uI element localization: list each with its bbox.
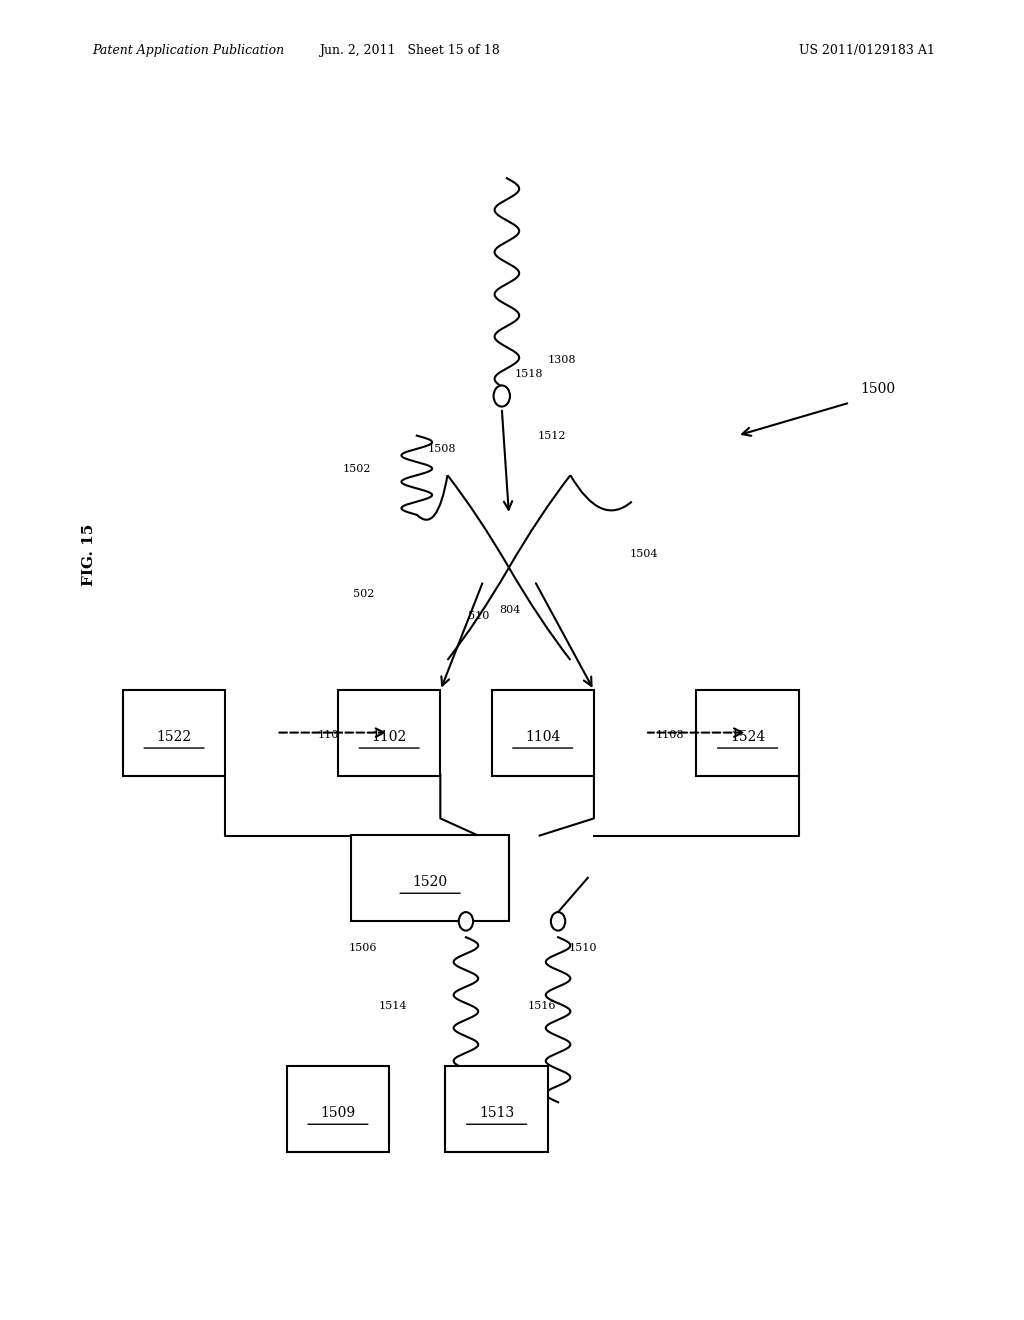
Text: 1506: 1506: [348, 942, 377, 953]
Text: 1308: 1308: [548, 355, 577, 366]
Text: 510: 510: [468, 611, 489, 622]
Bar: [492, 689, 594, 776]
Bar: [287, 1067, 389, 1151]
Text: 1500: 1500: [860, 383, 895, 396]
Bar: [445, 1067, 548, 1151]
Text: 1108: 1108: [655, 730, 684, 741]
Text: 1502: 1502: [343, 463, 372, 474]
Bar: [123, 689, 225, 776]
Text: 1524: 1524: [730, 730, 765, 744]
Text: 1508: 1508: [428, 444, 457, 454]
Text: US 2011/0129183 A1: US 2011/0129183 A1: [799, 44, 935, 57]
Text: 1522: 1522: [157, 730, 191, 744]
Text: 1106: 1106: [317, 730, 346, 741]
Text: Jun. 2, 2011   Sheet 15 of 18: Jun. 2, 2011 Sheet 15 of 18: [319, 44, 500, 57]
Bar: [350, 836, 509, 921]
Text: 1518: 1518: [515, 368, 544, 379]
Bar: [696, 689, 799, 776]
Text: 1104: 1104: [525, 730, 560, 744]
Circle shape: [551, 912, 565, 931]
Text: 1510: 1510: [568, 942, 597, 953]
Text: 502: 502: [353, 589, 375, 599]
Text: 1514: 1514: [379, 1001, 408, 1011]
Text: 1102: 1102: [372, 730, 407, 744]
Bar: [338, 689, 440, 776]
Circle shape: [494, 385, 510, 407]
Text: Patent Application Publication: Patent Application Publication: [92, 44, 285, 57]
Text: 1516: 1516: [527, 1001, 556, 1011]
Circle shape: [459, 912, 473, 931]
Text: 1509: 1509: [321, 1106, 355, 1121]
Text: 1512: 1512: [538, 430, 566, 441]
Text: 804: 804: [500, 605, 521, 615]
Text: 1504: 1504: [630, 549, 658, 560]
Text: 1520: 1520: [413, 875, 447, 890]
Text: 1513: 1513: [479, 1106, 514, 1121]
Text: FIG. 15: FIG. 15: [82, 523, 96, 586]
